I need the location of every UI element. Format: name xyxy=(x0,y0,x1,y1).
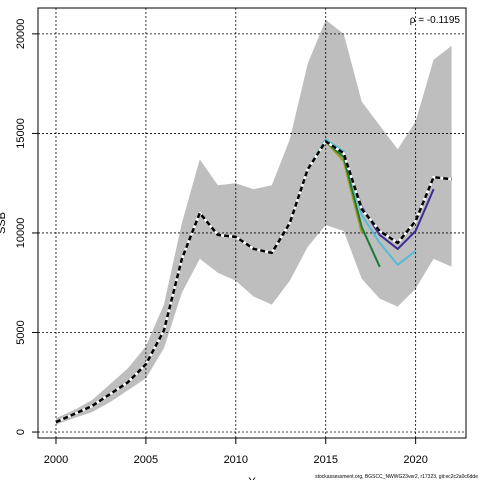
plot-frame xyxy=(37,7,467,439)
footer-credit: stockassessment.org, BGSCC_NWWG23ver2, r… xyxy=(315,474,478,480)
series-layer xyxy=(55,138,452,424)
x-tick-label: 2005 xyxy=(134,454,158,466)
y-tick-label: 20000 xyxy=(15,19,27,50)
x-tick-label: 2000 xyxy=(44,454,68,466)
y-tick-label: 5000 xyxy=(15,320,27,344)
y-tick-label: 0 xyxy=(15,429,27,435)
grid-layer xyxy=(38,8,466,438)
axis-layer: 2000 2005 2010 2015 2020 0 5000 10000 15000 20000 xyxy=(15,19,428,466)
x-axis-title: Y xyxy=(248,476,256,480)
rho-annotation: ρ = -0.1195 xyxy=(410,15,461,26)
confidence-band-layer xyxy=(56,19,452,425)
y-tick-label: 10000 xyxy=(15,218,27,249)
y-tick-label: 15000 xyxy=(15,118,27,149)
confidence-band xyxy=(56,19,452,425)
x-tick-label: 2020 xyxy=(403,454,427,466)
series-line-final xyxy=(55,140,452,424)
x-tick-label: 2010 xyxy=(224,454,248,466)
y-axis-title: SSB xyxy=(0,212,8,234)
x-tick-label: 2015 xyxy=(313,454,337,466)
